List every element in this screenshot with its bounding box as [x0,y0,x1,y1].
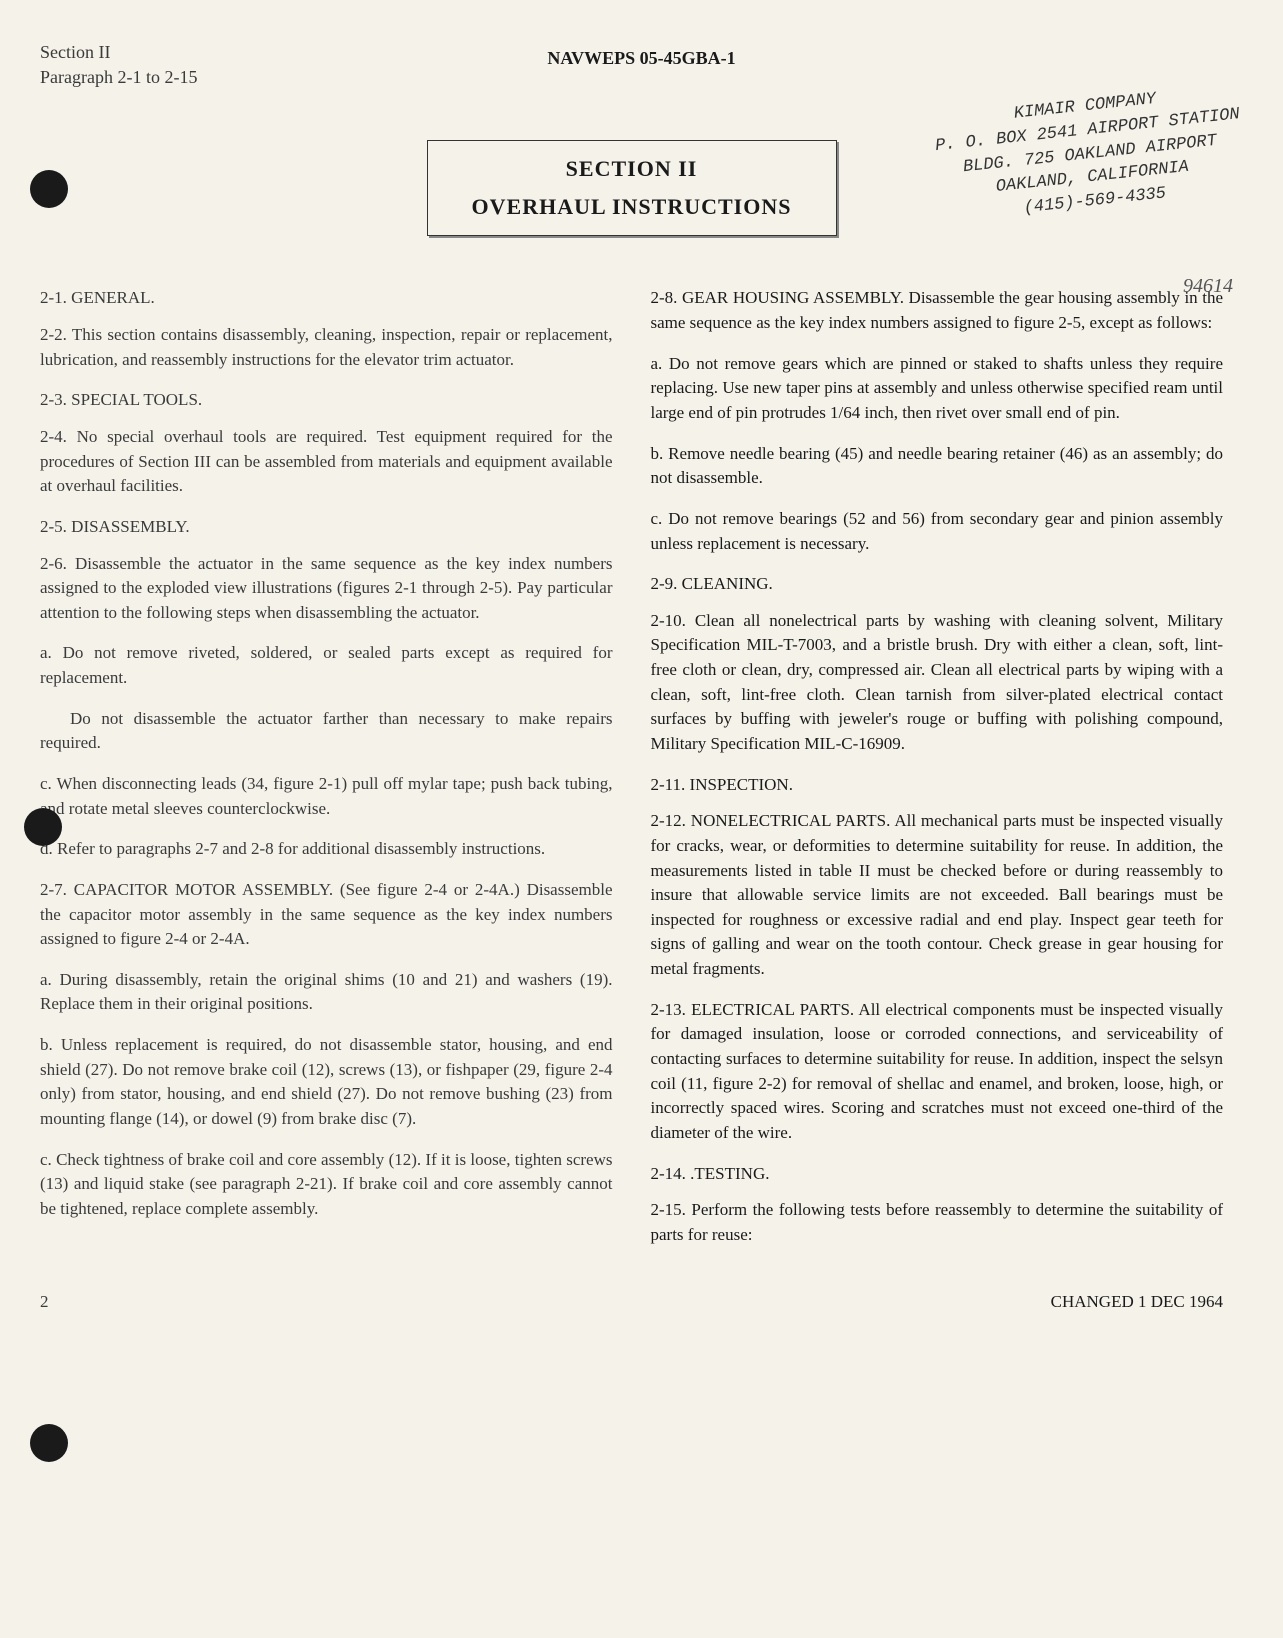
paragraph: 2-8. GEAR HOUSING ASSEMBLY. Disassemble … [651,286,1224,335]
sub-paragraph: a. During disassembly, retain the origin… [40,968,613,1017]
paragraph: 2-12. NONELECTRICAL PARTS. All mechanica… [651,809,1224,981]
section-title-box: SECTION II OVERHAUL INSTRUCTIONS [427,140,837,236]
change-date: CHANGED 1 DEC 1964 [1051,1292,1223,1312]
paragraph: 2-10. Clean all nonelectrical parts by w… [651,609,1224,757]
heading-disassembly: 2-5. DISASSEMBLY. [40,515,613,540]
page-number: 2 [40,1292,49,1312]
heading-general: 2-1. GENERAL. [40,286,613,311]
heading-cleaning: 2-9. CLEANING. [651,572,1224,597]
heading-inspection: 2-11. INSPECTION. [651,773,1224,798]
header-left: Section II Paragraph 2-1 to 2-15 [40,40,197,90]
sub-paragraph: a. Do not remove gears which are pinned … [651,352,1224,426]
paragraph: 2-7. CAPACITOR MOTOR ASSEMBLY. (See figu… [40,878,613,952]
right-column: 2-8. GEAR HOUSING ASSEMBLY. Disassemble … [651,286,1224,1263]
sub-paragraph: c. When disconnecting leads (34, figure … [40,772,613,821]
heading-special-tools: 2-3. SPECIAL TOOLS. [40,388,613,413]
document-number: NAVWEPS 05-45GBA-1 [547,48,735,69]
header-paragraph: Paragraph 2-1 to 2-15 [40,65,197,90]
sub-paragraph: b. Remove needle bearing (45) and needle… [651,442,1224,491]
paragraph: 2-15. Perform the following tests before… [651,1198,1224,1247]
redaction-dot [24,808,62,846]
company-stamp: KIMAIR COMPANY P. O. BOX 2541 AIRPORT ST… [932,79,1249,229]
paragraph: 2-13. ELECTRICAL PARTS. All electrical c… [651,998,1224,1146]
handwritten-note: 94614 [1183,275,1233,298]
section-number: SECTION II [468,156,796,182]
sub-paragraph: b. Unless replacement is required, do no… [40,1033,613,1132]
redaction-dot [30,170,68,208]
section-title: OVERHAUL INSTRUCTIONS [468,194,796,220]
redaction-dot [30,1424,68,1462]
sub-paragraph: a. Do not remove riveted, soldered, or s… [40,641,613,690]
paragraph: 2-2. This section contains disassembly, … [40,323,613,372]
heading-testing: 2-14. .TESTING. [651,1162,1224,1187]
sub-paragraph: c. Check tightness of brake coil and cor… [40,1148,613,1222]
sub-paragraph: c. Do not remove bearings (52 and 56) fr… [651,507,1224,556]
header-section: Section II [40,40,197,65]
content-columns: 2-1. GENERAL. 2-2. This section contains… [40,286,1223,1263]
sub-paragraph: Do not disassemble the actuator farther … [40,707,613,756]
page-footer: 2 CHANGED 1 DEC 1964 [40,1292,1223,1312]
paragraph: 2-4. No special overhaul tools are requi… [40,425,613,499]
sub-paragraph: d. Refer to paragraphs 2-7 and 2-8 for a… [40,837,613,862]
paragraph: 2-6. Disassemble the actuator in the sam… [40,552,613,626]
page-header: Section II Paragraph 2-1 to 2-15 NAVWEPS… [40,40,1223,90]
left-column: 2-1. GENERAL. 2-2. This section contains… [40,286,613,1263]
